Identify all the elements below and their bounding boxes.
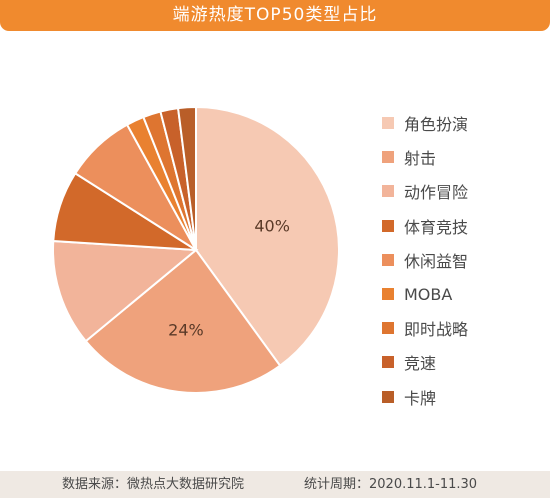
legend-item-8: 竞速 — [382, 345, 468, 379]
footer-period: 统计周期：2020.11.1-11.30 — [304, 477, 478, 492]
legend-swatch — [382, 390, 394, 403]
legend-item-4: 体育竞技 — [382, 209, 468, 243]
legend: 角色扮演射击动作冒险体育竞技休闲益智 MOBA 即时战略竞速卡牌 — [382, 106, 468, 414]
pie-slice-3 — [52, 239, 199, 343]
legend-swatch — [382, 356, 394, 369]
legend-swatch — [382, 253, 394, 266]
legend-swatch — [382, 151, 394, 164]
legend-item-6: MOBA — [382, 277, 468, 311]
legend-swatch — [382, 185, 394, 198]
legend-swatch — [382, 322, 394, 335]
header-bar — [0, 0, 550, 31]
pie-slice-2 — [84, 248, 282, 394]
legend-swatch — [382, 117, 394, 130]
legend-item-1: 角色扮演 — [382, 106, 468, 140]
legend-swatch — [382, 288, 394, 301]
pie-chart: 40% 24% — [52, 105, 340, 394]
legend-item-5: 休闲益智 — [382, 243, 468, 277]
legend-swatch — [382, 219, 394, 232]
legend-item-7: 即时战略 — [382, 311, 468, 345]
legend-label: 卡牌 — [404, 388, 437, 408]
legend-label: 休闲益智 — [404, 251, 469, 271]
slice-data-label-1: 40% — [254, 216, 290, 235]
legend-label: 竞速 — [404, 354, 437, 374]
chart-title: 端游热度TOP50类型占比 — [172, 5, 378, 25]
pie-slice-1 — [195, 105, 340, 368]
legend-item-3: 动作冒险 — [382, 174, 468, 208]
pie-slice-9 — [176, 105, 197, 251]
legend-label: 角色扮演 — [404, 115, 469, 135]
legend-label: 体育竞技 — [404, 217, 469, 237]
legend-item-2: 射击 — [382, 140, 468, 174]
slice-data-label-2: 24% — [168, 320, 204, 339]
footer: 数据来源：微热点大数据研究院 统计周期：2020.11.1-11.30 — [0, 471, 550, 498]
legend-label: 即时战略 — [404, 320, 469, 340]
footer-source: 数据来源：微热点大数据研究院 — [62, 477, 245, 492]
legend-item-9: 卡牌 — [382, 380, 468, 414]
legend-label: MOBA — [404, 284, 453, 304]
legend-label: 动作冒险 — [404, 183, 469, 203]
legend-label: 射击 — [404, 149, 437, 169]
